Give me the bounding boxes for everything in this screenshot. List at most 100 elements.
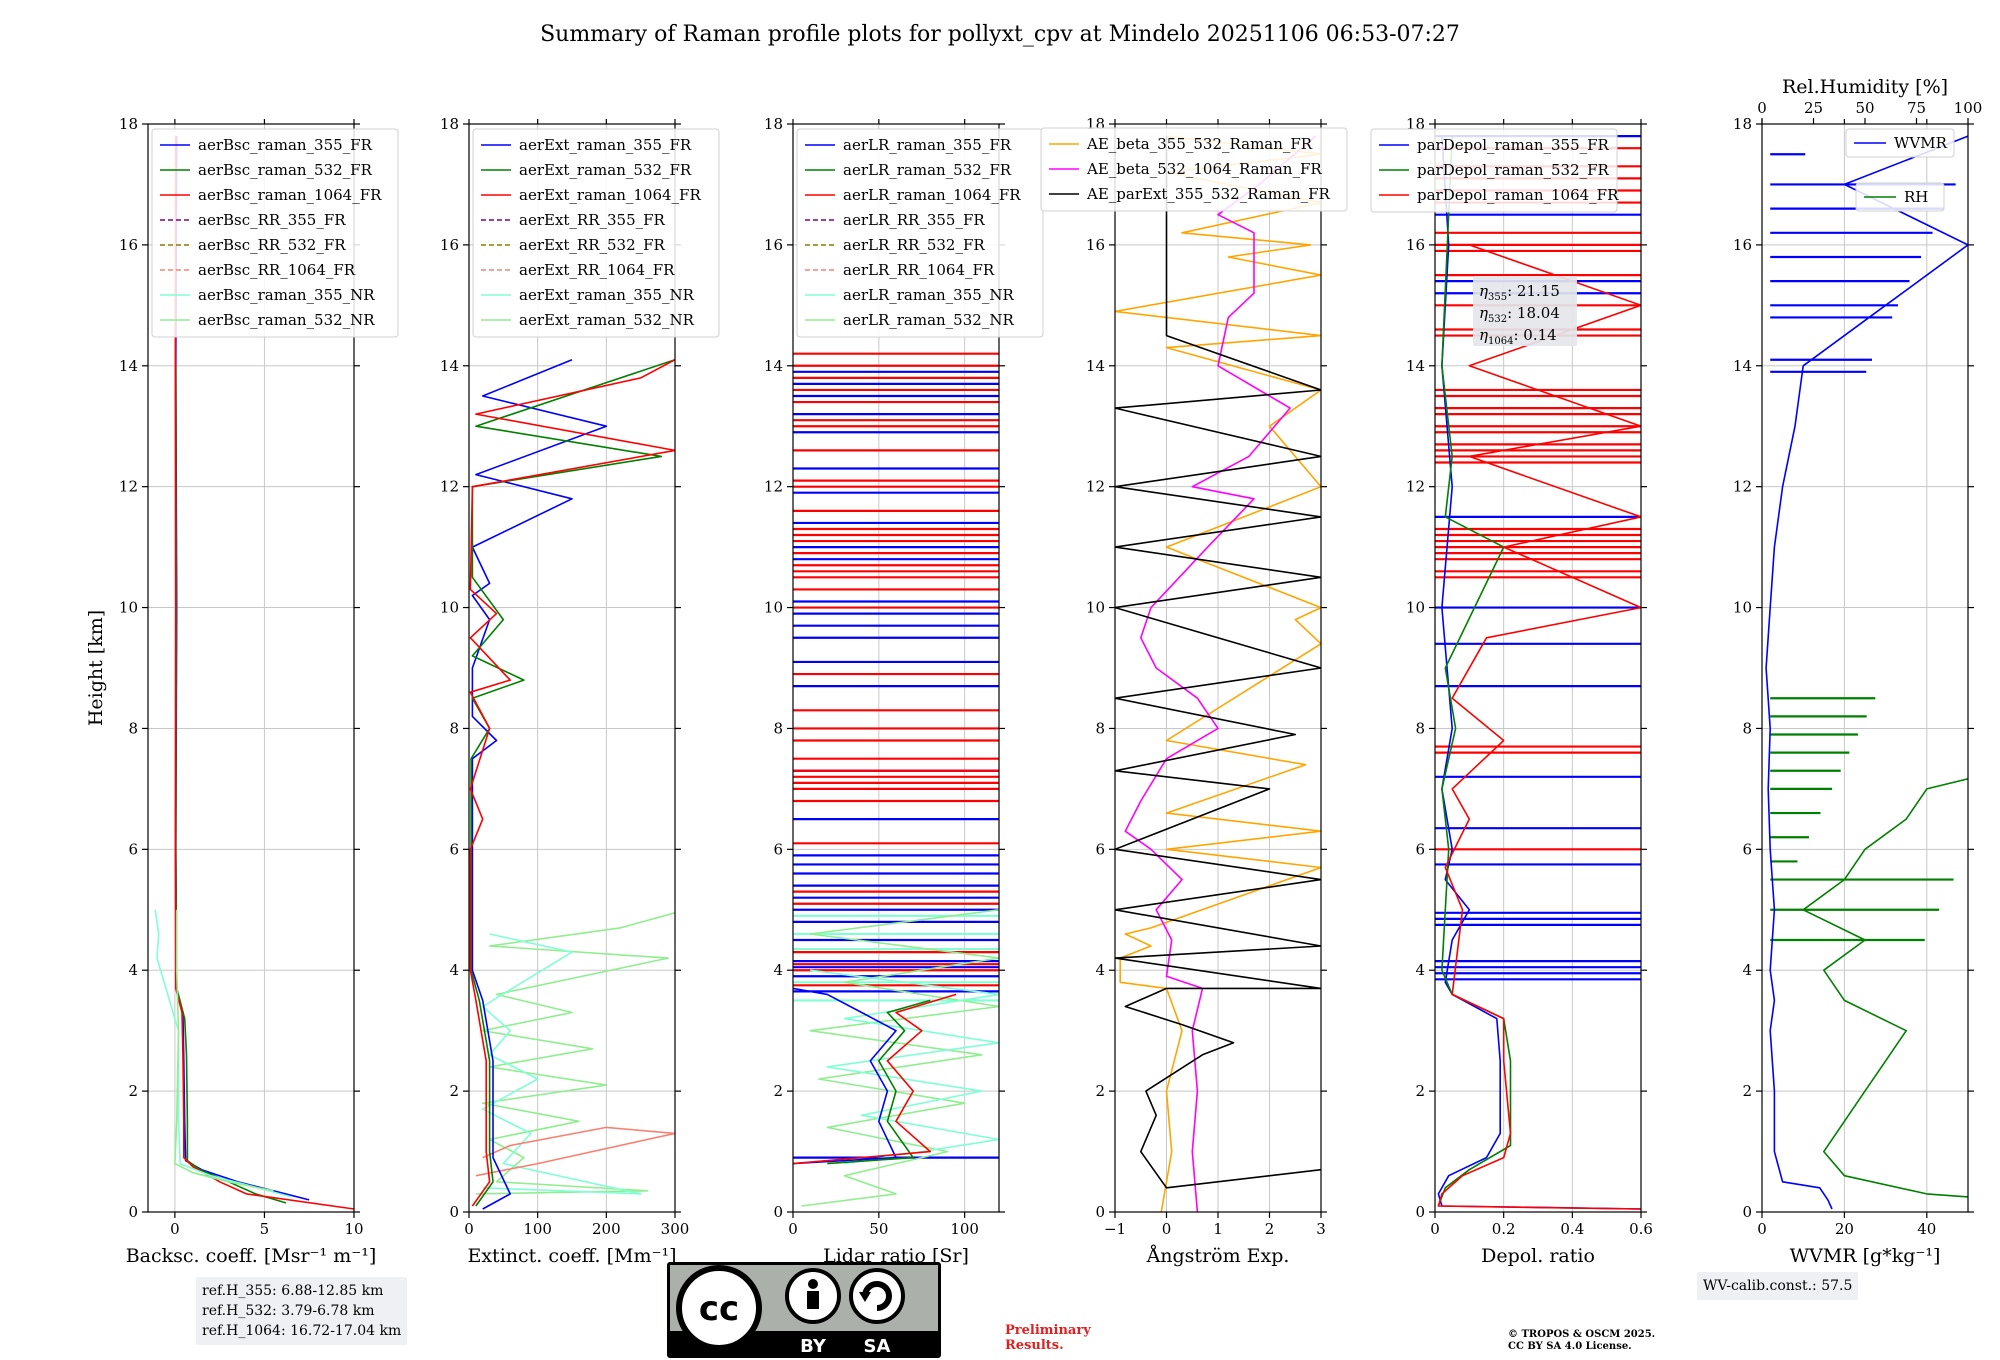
legend-label: aerBsc_raman_355_NR xyxy=(198,286,375,304)
x-tick-label: 200 xyxy=(592,1220,621,1238)
y-tick-label: 6 xyxy=(1742,840,1752,858)
y-tick-label: 12 xyxy=(764,478,783,496)
y-tick-label: 6 xyxy=(773,840,783,858)
axes-frame xyxy=(1761,123,1969,1213)
legend-label: aerBsc_raman_532_NR xyxy=(198,311,375,329)
axes-frame xyxy=(468,123,676,1213)
legend-label: aerLR_raman_355_NR xyxy=(843,286,1014,304)
cc-by-label: BY xyxy=(800,1336,827,1357)
y-tick-label: 2 xyxy=(449,1082,459,1100)
x-tick-label: 0 xyxy=(1757,1220,1767,1238)
y-tick-label: 0 xyxy=(128,1203,138,1221)
x-tick-label: 0 xyxy=(788,1220,798,1238)
y-tick-label: 10 xyxy=(440,599,459,617)
copyright-line-2: CC BY SA 4.0 License. xyxy=(1508,1341,1632,1352)
legend-label: aerExt_raman_1064_FR xyxy=(519,186,701,204)
panel-bsc: 0 5 10 0 2 4 6 8 10 12 14 16 18 Backsc. coeff. [Msr⁻¹… xyxy=(85,115,399,1267)
legend-label: aerBsc_raman_355_FR xyxy=(198,136,373,154)
y-tick-label: 2 xyxy=(1095,1082,1105,1100)
preliminary-note: Preliminary Results. xyxy=(1005,1323,1091,1353)
x-tick-label: −1 xyxy=(1104,1220,1126,1238)
wv-calib-text: WV-calib.const.: 57.5 xyxy=(1703,1278,1853,1294)
y-tick-label: 4 xyxy=(1742,961,1752,979)
series-line xyxy=(1437,136,1512,1207)
legend-dep: parDepol_raman_355_FR parDepol_raman_532_… xyxy=(1370,128,1619,213)
y-tick-label: 14 xyxy=(1406,357,1425,375)
legend-ae: AE_beta_355_532_Raman_FR AE_beta_532_1064… xyxy=(1040,127,1348,212)
copyright-line-1: © TROPOS & OSCM 2025. xyxy=(1508,1329,1656,1340)
cc-by-sa-badge: cc BY SA xyxy=(667,1262,941,1358)
top-x-tick-label: 25 xyxy=(1804,99,1823,117)
y-tick-label: 12 xyxy=(119,478,138,496)
series-line xyxy=(475,912,675,1195)
eta-annotation: η1064: 0.14 xyxy=(1479,326,1557,347)
legend-ext: aerExt_raman_355_FR aerExt_raman_532_FRae… xyxy=(472,128,720,338)
top-x-axis-label: Rel.Humidity [%] xyxy=(1782,76,1948,98)
y-tick-label: 2 xyxy=(1742,1082,1752,1100)
series-line xyxy=(175,365,287,1204)
share-alike-icon xyxy=(849,1268,905,1324)
legend-label: RH xyxy=(1904,188,1928,206)
x-tick-label: 0 xyxy=(170,1220,180,1238)
eta-annotation-box xyxy=(1473,276,1577,346)
legend-label: aerLR_raman_1064_FR xyxy=(843,186,1021,204)
top-x-tick-label: 0 xyxy=(1757,99,1767,117)
eta-annotation: η355: 21.15 xyxy=(1479,282,1560,303)
y-tick-label: 18 xyxy=(119,115,138,133)
y-tick-label: 18 xyxy=(440,115,459,133)
legend-label: parDepol_raman_1064_FR xyxy=(1417,186,1619,204)
series-line xyxy=(1115,136,1321,1189)
y-tick-label: 8 xyxy=(773,719,783,737)
y-tick-label: 4 xyxy=(449,961,459,979)
y-tick-label: 12 xyxy=(1733,478,1752,496)
y-tick-label: 6 xyxy=(1415,840,1425,858)
y-tick-label: 12 xyxy=(1086,478,1105,496)
y-tick-label: 14 xyxy=(764,357,783,375)
series-line xyxy=(1437,136,1641,1210)
y-tick-label: 18 xyxy=(1733,115,1752,133)
series-line xyxy=(471,358,608,1210)
preliminary-line-1: Preliminary xyxy=(1005,1323,1091,1338)
y-tick-label: 16 xyxy=(440,236,459,254)
y-tick-label: 8 xyxy=(1415,719,1425,737)
series-line xyxy=(1437,244,1641,1210)
y-tick-label: 6 xyxy=(1095,840,1105,858)
y-tick-label: 16 xyxy=(1733,236,1752,254)
x-tick-label: 0.2 xyxy=(1492,1220,1516,1238)
x-tick-label: 50 xyxy=(869,1220,888,1238)
eta-annotation: η532: 18.04 xyxy=(1479,304,1560,325)
legend-label: aerBsc_raman_532_FR xyxy=(198,161,373,179)
x-axis-label: Depol. ratio xyxy=(1481,1245,1595,1267)
legend-label: aerLR_RR_355_FR xyxy=(843,211,985,229)
y-tick-label: 4 xyxy=(773,961,783,979)
y-tick-label: 16 xyxy=(119,236,138,254)
series-line xyxy=(1115,135,1321,1212)
series-line xyxy=(801,909,999,1207)
series-line xyxy=(1802,778,1968,1198)
series-line xyxy=(470,358,675,1207)
legend-label: parDepol_raman_355_FR xyxy=(1417,136,1610,154)
x-axis-label: Ångström Exp. xyxy=(1146,1245,1290,1267)
legend-box xyxy=(1845,128,1955,158)
y-tick-label: 8 xyxy=(1095,719,1105,737)
x-tick-label: 0 xyxy=(1162,1220,1172,1238)
x-axis-label: WVMR [g*kg⁻¹] xyxy=(1790,1245,1941,1267)
top-x-tick-label: 100 xyxy=(1954,99,1983,117)
series-line xyxy=(174,136,354,1210)
x-tick-label: 0 xyxy=(1430,1220,1440,1238)
y-tick-label: 10 xyxy=(764,599,783,617)
x-tick-label: 0.6 xyxy=(1629,1220,1653,1238)
legend-lr: aerLR_raman_355_FR aerLR_raman_532_FR aerL… xyxy=(796,128,1044,338)
series-line xyxy=(154,909,292,1198)
ref-height-1064: ref.H_1064: 16.72-17.04 km xyxy=(202,1323,402,1339)
x-tick-label: 2 xyxy=(1265,1220,1275,1238)
y-tick-label: 16 xyxy=(764,236,783,254)
x-tick-label: 1 xyxy=(1213,1220,1223,1238)
y-tick-label: 6 xyxy=(449,840,459,858)
series-line xyxy=(810,969,999,1165)
y-tick-label: 12 xyxy=(1406,478,1425,496)
panel-lr: 0 50 100 0 2 4 6 8 10 12 14 16 18 Lidar ratio [Sr] aer… xyxy=(764,115,1044,1267)
y-tick-label: 10 xyxy=(1406,599,1425,617)
legend-bsc: aerBsc_raman_355_FR aerBsc_raman_532_FRae… xyxy=(151,128,399,338)
